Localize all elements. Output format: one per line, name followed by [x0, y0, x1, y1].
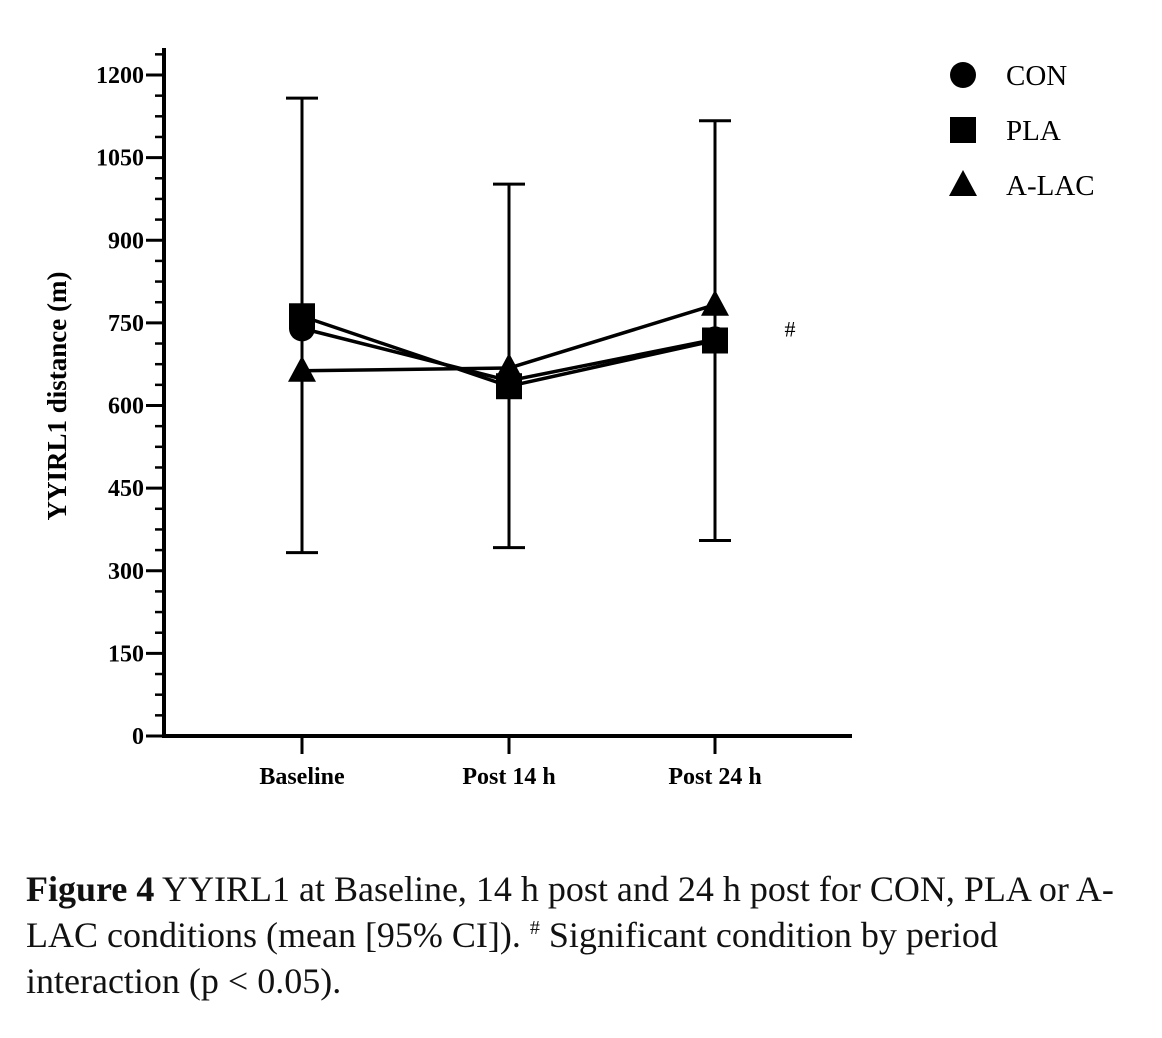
legend-item-pla: PLA [950, 115, 1061, 147]
legend: CON PLA A-LAC [949, 60, 1095, 202]
legend-label-a-lac: A-LAC [1006, 170, 1095, 202]
legend-marker-a-lac [949, 170, 977, 196]
x-axis: Baseline Post 14 h Post 24 h [162, 734, 852, 790]
y-tick-label: 450 [108, 476, 144, 502]
y-tick-label: 0 [132, 724, 144, 750]
y-tick-label: 300 [108, 559, 144, 585]
y-tick-label: 1050 [96, 146, 144, 172]
error-bars [286, 96, 731, 555]
caption-text-2: Significant condition by period interact… [26, 915, 998, 1001]
legend-item-con: CON [950, 60, 1067, 92]
series-markers [288, 289, 729, 400]
legend-label-pla: PLA [1006, 115, 1061, 147]
legend-label-con: CON [1006, 60, 1067, 92]
figure-caption: Figure 4 YYIRL1 at Baseline, 14 h post a… [26, 866, 1136, 1004]
y-tick-label: 600 [108, 394, 144, 420]
y-axis: 0 150 300 450 600 750 900 1050 1200 [96, 48, 166, 750]
legend-marker-con [950, 62, 976, 88]
point-pla-1 [289, 303, 315, 330]
point-a-lac-2 [495, 353, 523, 380]
y-tick-label: 900 [108, 228, 144, 254]
x-tick-label: Post 14 h [462, 764, 555, 790]
y-tick-label: 150 [108, 641, 144, 667]
y-tick-label: 750 [108, 311, 144, 337]
caption-superscript: # [529, 917, 540, 939]
significance-marker: # [785, 316, 796, 341]
point-a-lac-3 [701, 289, 729, 316]
y-axis-title: YYIRL1 distance (m) [42, 272, 72, 521]
chart: 0 150 300 450 600 750 900 1050 1200 Baseline Post… [42, 48, 1095, 790]
y-tick-label: 1200 [96, 63, 144, 89]
point-pla-3 [702, 327, 728, 354]
legend-item-a-lac: A-LAC [949, 170, 1095, 202]
x-tick-label: Post 24 h [668, 764, 761, 790]
caption-text-1: YYIRL1 at Baseline, 14 h post and 24 h p… [26, 869, 1114, 955]
legend-marker-pla [950, 117, 976, 143]
x-tick-label: Baseline [259, 764, 345, 790]
caption-label: Figure 4 [26, 869, 155, 909]
annotations: # [785, 316, 796, 341]
point-a-lac-1 [288, 355, 316, 382]
